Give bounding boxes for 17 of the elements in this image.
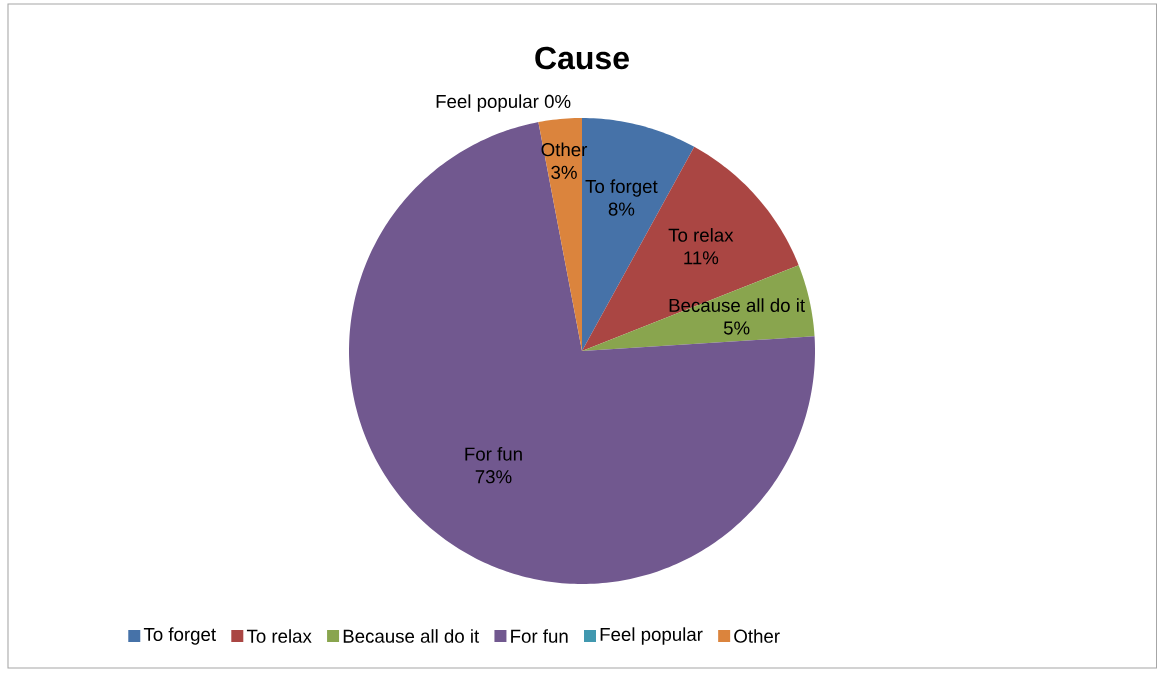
data-label: 11% — [684, 251, 719, 265]
data-label: 73% — [475, 470, 512, 484]
slice-label: To forget — [585, 179, 658, 197]
legend-label: Feel popular — [600, 627, 703, 645]
legend-label: To forget — [143, 627, 216, 645]
slice-label: To relax — [668, 228, 734, 242]
slice-label: For fun — [465, 446, 522, 461]
category-label: Feel popular — [436, 94, 539, 112]
data-label: 3% — [551, 165, 577, 179]
data-label: 5% — [723, 321, 750, 335]
legend-label: Because all do it — [343, 629, 480, 643]
legend-label: For fun — [511, 629, 568, 643]
legend-label: Other — [734, 629, 780, 643]
legend-label: To relax — [246, 629, 312, 643]
chart-title: Cause — [535, 46, 629, 70]
text: 0% — [544, 94, 571, 109]
data-label: 8% — [608, 202, 635, 216]
